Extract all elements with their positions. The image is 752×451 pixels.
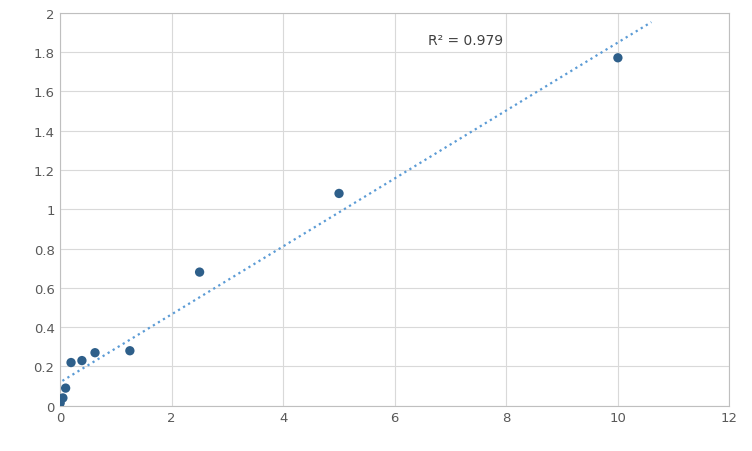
Point [89, 350, 101, 357]
Point [193, 269, 205, 276]
Point [76, 357, 88, 364]
Point [57, 395, 69, 402]
Point [124, 347, 136, 354]
Point [54, 400, 66, 407]
Point [612, 55, 624, 62]
Point [59, 385, 71, 392]
Point [333, 190, 345, 198]
Point [65, 359, 77, 366]
Text: R² = 0.979: R² = 0.979 [428, 34, 503, 48]
